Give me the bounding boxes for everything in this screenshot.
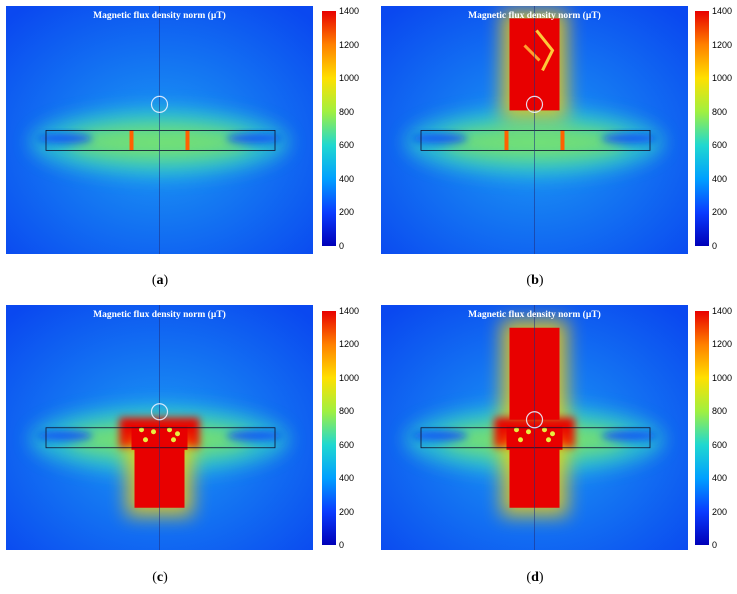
colorbar-tick-label: 400 <box>712 473 728 484</box>
colorbar-gradient <box>322 11 336 246</box>
colorbar-tick-label: 1200 <box>712 339 733 350</box>
colorbar-tick-label: 1000 <box>712 73 733 84</box>
colorbar-gradient <box>695 311 709 545</box>
field-plot-c <box>6 305 313 550</box>
colorbar-tick-label: 1000 <box>339 73 360 84</box>
plot-title-c: Magnetic flux density norm (µT) <box>93 310 226 320</box>
colorbar-tick-label: 800 <box>339 106 355 117</box>
colorbar-tick-label: 400 <box>339 473 355 484</box>
colorbar-tick-label: 400 <box>712 173 728 184</box>
colorbar-tick-label: 400 <box>339 173 355 184</box>
colorbar-tick-label: 600 <box>339 140 355 151</box>
colorbar-gradient <box>695 11 709 246</box>
colorbar-tick-label: 800 <box>339 406 355 417</box>
colorbar-tick-label: 600 <box>339 439 355 450</box>
colorbar-tick-label: 0 <box>339 540 345 550</box>
field-plot-b <box>381 6 688 254</box>
field-heatmap <box>6 6 313 254</box>
colorbar-tick-label: 200 <box>712 207 728 218</box>
colorbar-d <box>695 311 709 545</box>
colorbar-tick-label: 600 <box>712 140 728 151</box>
colorbar-tick-label: 800 <box>712 406 728 417</box>
colorbar-tick-label: 200 <box>339 506 355 517</box>
colorbar-b <box>695 11 709 246</box>
colorbar-tick-label: 0 <box>339 241 345 251</box>
colorbar-tick-label: 1200 <box>339 39 360 50</box>
colorbar-tick-label: 1400 <box>339 306 360 316</box>
caption-d: (d) <box>526 570 544 585</box>
caption-a: (a) <box>151 273 169 288</box>
colorbar-tick-label: 1000 <box>339 372 360 383</box>
colorbar-tick-label: 800 <box>712 106 728 117</box>
field-heatmap <box>6 305 313 550</box>
colorbar-tick-label: 1200 <box>339 339 360 350</box>
colorbar-tick-label: 1400 <box>339 6 360 16</box>
field-heatmap <box>381 305 688 550</box>
colorbar-tick-label: 1000 <box>712 372 733 383</box>
plot-title-a: Magnetic flux density norm (µT) <box>93 11 226 21</box>
colorbar-tick-label: 1200 <box>712 39 733 50</box>
field-plot-d <box>381 305 688 550</box>
colorbar-tick-label: 1400 <box>712 306 733 316</box>
colorbar-gradient <box>322 311 336 545</box>
field-heatmap <box>381 6 688 254</box>
colorbar-tick-label: 200 <box>712 506 728 517</box>
colorbar-tick-label: 0 <box>712 540 718 550</box>
field-plot-a <box>6 6 313 254</box>
colorbar-tick-label: 600 <box>712 439 728 450</box>
plot-title-d: Magnetic flux density norm (µT) <box>468 310 601 320</box>
colorbar-c <box>322 311 336 545</box>
colorbar-a <box>322 11 336 246</box>
colorbar-tick-label: 200 <box>339 207 355 218</box>
caption-b: (b) <box>526 273 544 288</box>
plot-title-b: Magnetic flux density norm (µT) <box>468 11 601 21</box>
colorbar-tick-label: 1400 <box>712 6 733 16</box>
caption-c: (c) <box>152 570 168 585</box>
colorbar-tick-label: 0 <box>712 241 718 251</box>
